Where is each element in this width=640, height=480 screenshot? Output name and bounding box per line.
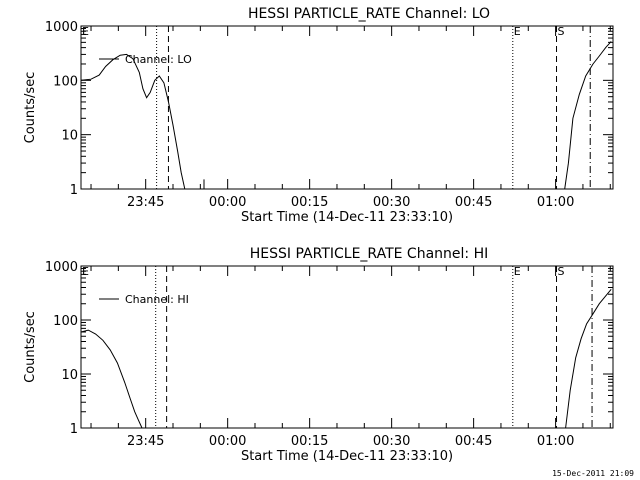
x-tick-label: 01:00 bbox=[537, 434, 574, 449]
series-line bbox=[564, 41, 612, 190]
y-axis-label: Counts/sec bbox=[23, 72, 38, 144]
y-tick-label: 1 bbox=[70, 422, 78, 437]
x-tick-label: 00:30 bbox=[373, 195, 410, 210]
chart-title: HESSI PARTICLE_RATE Channel: LO bbox=[248, 6, 490, 22]
x-tick-label: 01:00 bbox=[537, 195, 574, 210]
chart-panel-1: HESSI PARTICLE_RATE Channel: LO 1 10 100 100… bbox=[23, 6, 614, 225]
x-tick-label: 23:45 bbox=[127, 434, 164, 449]
y-tick-label: 1000 bbox=[45, 20, 78, 35]
footer-timestamp: 15-Dec-2011 21:09 bbox=[552, 469, 634, 478]
series-line bbox=[80, 329, 143, 429]
x-tick-label: 00:15 bbox=[291, 434, 328, 449]
chart-panel-2: HESSI PARTICLE_RATE Channel: HI 1 10 100 100… bbox=[23, 246, 614, 464]
y-tick-label: 10 bbox=[61, 129, 78, 144]
event-marker-label: E bbox=[514, 25, 521, 38]
x-tick-label: 00:15 bbox=[291, 195, 328, 210]
x-tick-label: 00:30 bbox=[373, 434, 410, 449]
x-axis-label: Start Time (14-Dec-11 23:33:10) bbox=[241, 449, 453, 464]
plot-frame bbox=[80, 265, 614, 429]
y-tick-label: 100 bbox=[53, 74, 78, 89]
y-tick-label: 10 bbox=[61, 368, 78, 383]
y-tick-label: 1000 bbox=[45, 260, 78, 275]
legend-label: Channel: HI bbox=[125, 293, 189, 306]
y-tick-label: 100 bbox=[53, 314, 78, 329]
event-marker-label: E bbox=[82, 265, 89, 278]
series-line bbox=[565, 288, 612, 429]
x-tick-label: 00:45 bbox=[455, 434, 492, 449]
x-axis-label: Start Time (14-Dec-11 23:33:10) bbox=[241, 210, 453, 225]
event-marker-label: E bbox=[514, 265, 521, 278]
event-marker-label: S bbox=[558, 25, 565, 38]
legend-label: Channel: LO bbox=[125, 53, 192, 66]
chart-title: HESSI PARTICLE_RATE Channel: HI bbox=[250, 246, 488, 262]
x-tick-label: 00:00 bbox=[209, 195, 246, 210]
event-marker-label: E bbox=[82, 25, 89, 38]
x-tick-label: 00:45 bbox=[455, 195, 492, 210]
y-axis-label: Counts/sec bbox=[23, 311, 38, 383]
y-tick-label: 1 bbox=[70, 183, 78, 198]
x-tick-label: 00:00 bbox=[209, 434, 246, 449]
x-tick-label: 23:45 bbox=[127, 195, 164, 210]
series-line bbox=[80, 53, 186, 190]
plot-frame bbox=[80, 25, 614, 190]
event-marker-label: S bbox=[558, 265, 565, 278]
